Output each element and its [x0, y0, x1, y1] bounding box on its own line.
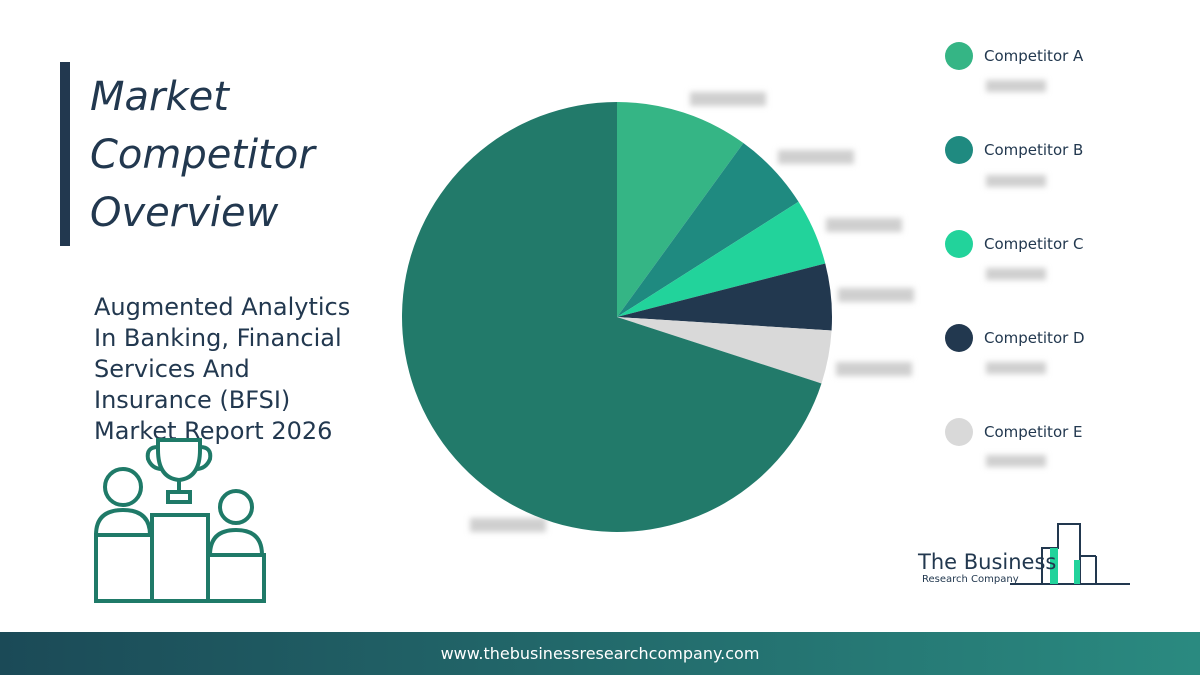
- blurred-labels: [470, 80, 1046, 532]
- logo-name: The Business: [917, 550, 1056, 574]
- legend-label: Competitor E: [984, 423, 1083, 441]
- logo-tagline: Research Company: [922, 574, 1019, 585]
- pie-slice: [617, 143, 799, 317]
- title: Market Competitor Overview: [90, 68, 315, 242]
- subtitle: Augmented Analytics In Banking, Financia…: [94, 293, 351, 445]
- legend-marker: [945, 136, 973, 164]
- legend-marker: [945, 418, 973, 446]
- legend-label: Competitor D: [984, 329, 1085, 347]
- pie-slice: [402, 102, 822, 532]
- title-line: Overview: [90, 190, 279, 236]
- legend-marker: [945, 324, 973, 352]
- legend-label: Competitor C: [984, 235, 1084, 253]
- footer-url: www.thebusinessresearchcompany.com: [0, 632, 1200, 675]
- legend-marker: [945, 42, 973, 70]
- trophy-icon: [94, 438, 266, 603]
- pie-slice: [617, 263, 832, 331]
- title-line: Market: [90, 74, 229, 120]
- chart: The Business Research Company Competitor…: [94, 42, 1130, 603]
- pie-slice: [617, 317, 832, 384]
- legend-marker: [945, 230, 973, 258]
- title-bar: [60, 62, 70, 246]
- pie-slice: [617, 201, 826, 317]
- logo: [1010, 523, 1130, 585]
- legend-label: Competitor B: [984, 141, 1083, 159]
- pie-slice: [617, 102, 744, 317]
- title-line: Competitor: [90, 132, 315, 178]
- legend-label: Competitor A: [984, 47, 1084, 65]
